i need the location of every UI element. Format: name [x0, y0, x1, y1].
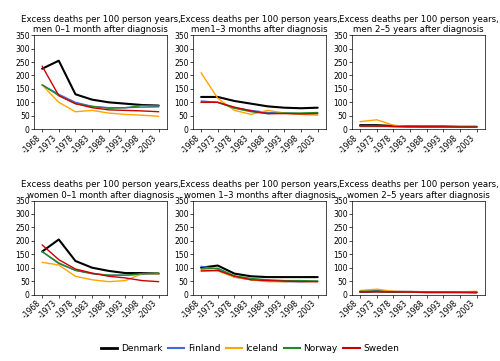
Legend: Denmark, Finland, Iceland, Norway, Sweden: Denmark, Finland, Iceland, Norway, Swede… [98, 340, 403, 356]
Title: Excess deaths per 100 person years,
men 0–1 month after diagnosis: Excess deaths per 100 person years, men … [20, 15, 180, 34]
Title: Excess deaths per 100 person years,
women 1–3 months after diagnosis: Excess deaths per 100 person years, wome… [180, 180, 340, 200]
Title: Excess deaths per 100 person years,
women 0–1 month after diagnosis: Excess deaths per 100 person years, wome… [20, 180, 180, 200]
Title: Excess deaths per 100 person years,
men1–3 months after diagnosis: Excess deaths per 100 person years, men1… [180, 15, 340, 34]
Title: Excess deaths per 100 person years,
women 2–5 years after diagnosis: Excess deaths per 100 person years, wome… [338, 180, 498, 200]
Title: Excess deaths per 100 person years,
men 2–5 years after diagnosis: Excess deaths per 100 person years, men … [338, 15, 498, 34]
